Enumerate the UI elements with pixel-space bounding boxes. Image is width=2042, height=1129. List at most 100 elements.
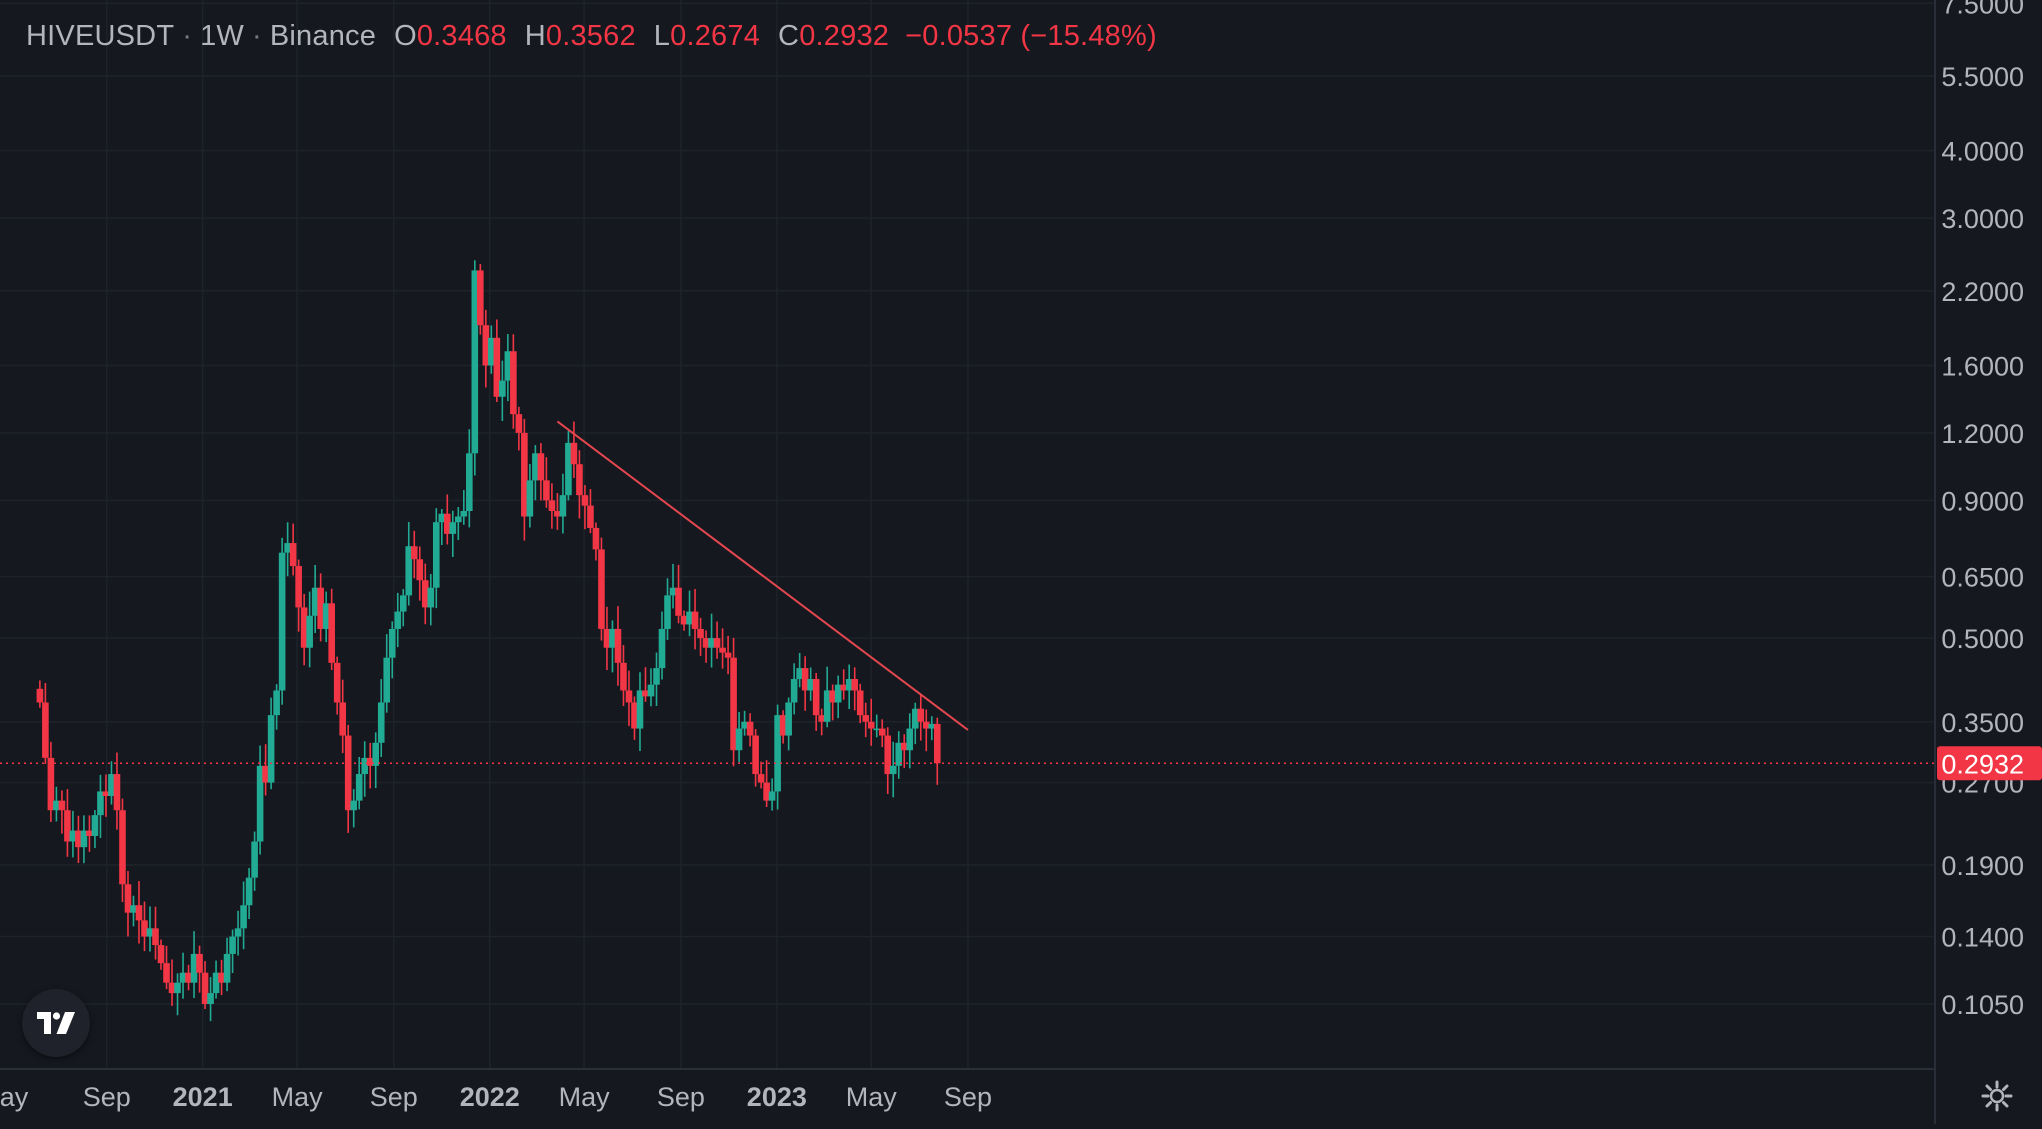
candle-body [917,708,925,722]
candle [179,952,187,999]
tradingview-logo-icon[interactable] [22,989,90,1057]
candle [328,588,335,671]
candle-body [69,830,77,842]
candle [664,578,671,640]
candle [499,360,506,422]
candle [779,710,787,744]
candle [785,697,792,751]
price-tick-label: 5.5000 [1941,62,2024,92]
candle [620,645,627,707]
candle-body [554,511,561,517]
last-price-badge [1937,746,2042,781]
candle-body [889,765,897,775]
candle-body [856,690,864,716]
time-axis[interactable]: ay Sep 2021 May Sep 2022 May Sep 2023 May Sep [0,1082,992,1112]
candle-body [768,791,776,801]
time-tick-label: 2021 [173,1082,233,1112]
candle-body [603,628,611,648]
symbol-name[interactable]: HIVEUSDT [26,19,175,52]
candle [559,473,567,534]
candle-body [867,721,875,729]
candle-body [278,552,286,691]
candle-body [928,723,936,729]
candle [532,445,539,501]
candle [598,537,605,641]
candle [196,945,203,993]
candle-body [818,715,825,722]
candle [190,931,198,999]
candle [471,260,479,476]
price-tick-label: 2.2000 [1941,277,2024,307]
candle-body [851,679,859,691]
candle [724,635,732,675]
candle [493,319,501,403]
candle-body [647,684,655,697]
candle [526,464,534,528]
candle [97,774,104,839]
candle [311,565,319,634]
time-tick-label: ay [0,1082,29,1112]
grid-lines [0,0,1935,1069]
candle [108,761,115,805]
candle-body [306,615,313,648]
candle [576,450,583,519]
candle [504,334,512,402]
candle-body [86,830,93,836]
gear-icon[interactable] [1980,1079,2014,1113]
close-value: 0.2932 [799,19,890,52]
candle [757,761,765,789]
price-tick-label: 0.5000 [1941,624,2024,654]
candle-body [427,587,435,608]
interval-label[interactable]: 1W [200,19,244,52]
candle [796,652,803,688]
candle [697,617,704,656]
candle-body [559,495,567,517]
price-axis[interactable]: 7.5000 5.5000 4.0000 3.0000 2.2000 1.6000 1.20… [1937,0,2042,1020]
candle-body [735,728,743,751]
candle-body [443,513,451,534]
candle-body [64,810,71,842]
candle [873,714,881,738]
candle-body [163,963,170,983]
candle-body [185,972,192,983]
candle [394,592,402,648]
candle [653,652,660,706]
candle-body [201,972,209,1004]
candle-body [774,715,781,792]
candle-body [377,702,385,743]
candle-body [543,480,550,501]
candle [75,815,82,863]
candle-body [146,928,154,937]
candle [168,959,176,1006]
candle-body [933,723,941,764]
candle [614,606,622,686]
candle [69,810,77,858]
time-tick-label: Sep [944,1082,992,1112]
candle-body [614,628,622,663]
candle [730,637,737,767]
candle-body [537,453,545,481]
candle-body [251,841,258,878]
candle-body [223,953,231,983]
candle-body [97,791,104,816]
candle-body [108,774,115,796]
candle [675,564,682,624]
candle [251,831,258,891]
candle-body [317,587,324,629]
candle-body [526,480,534,517]
candle-body [438,513,446,523]
candle-body [598,549,605,629]
candle [862,702,870,738]
candle [642,667,649,702]
candle-body [521,432,528,517]
candle-body [840,684,847,691]
candle [278,537,286,705]
candle [829,684,836,721]
candle-body [455,516,462,523]
candle-body [741,721,748,729]
candle-body [752,735,759,775]
candle-body [499,380,506,397]
candle [388,621,396,679]
